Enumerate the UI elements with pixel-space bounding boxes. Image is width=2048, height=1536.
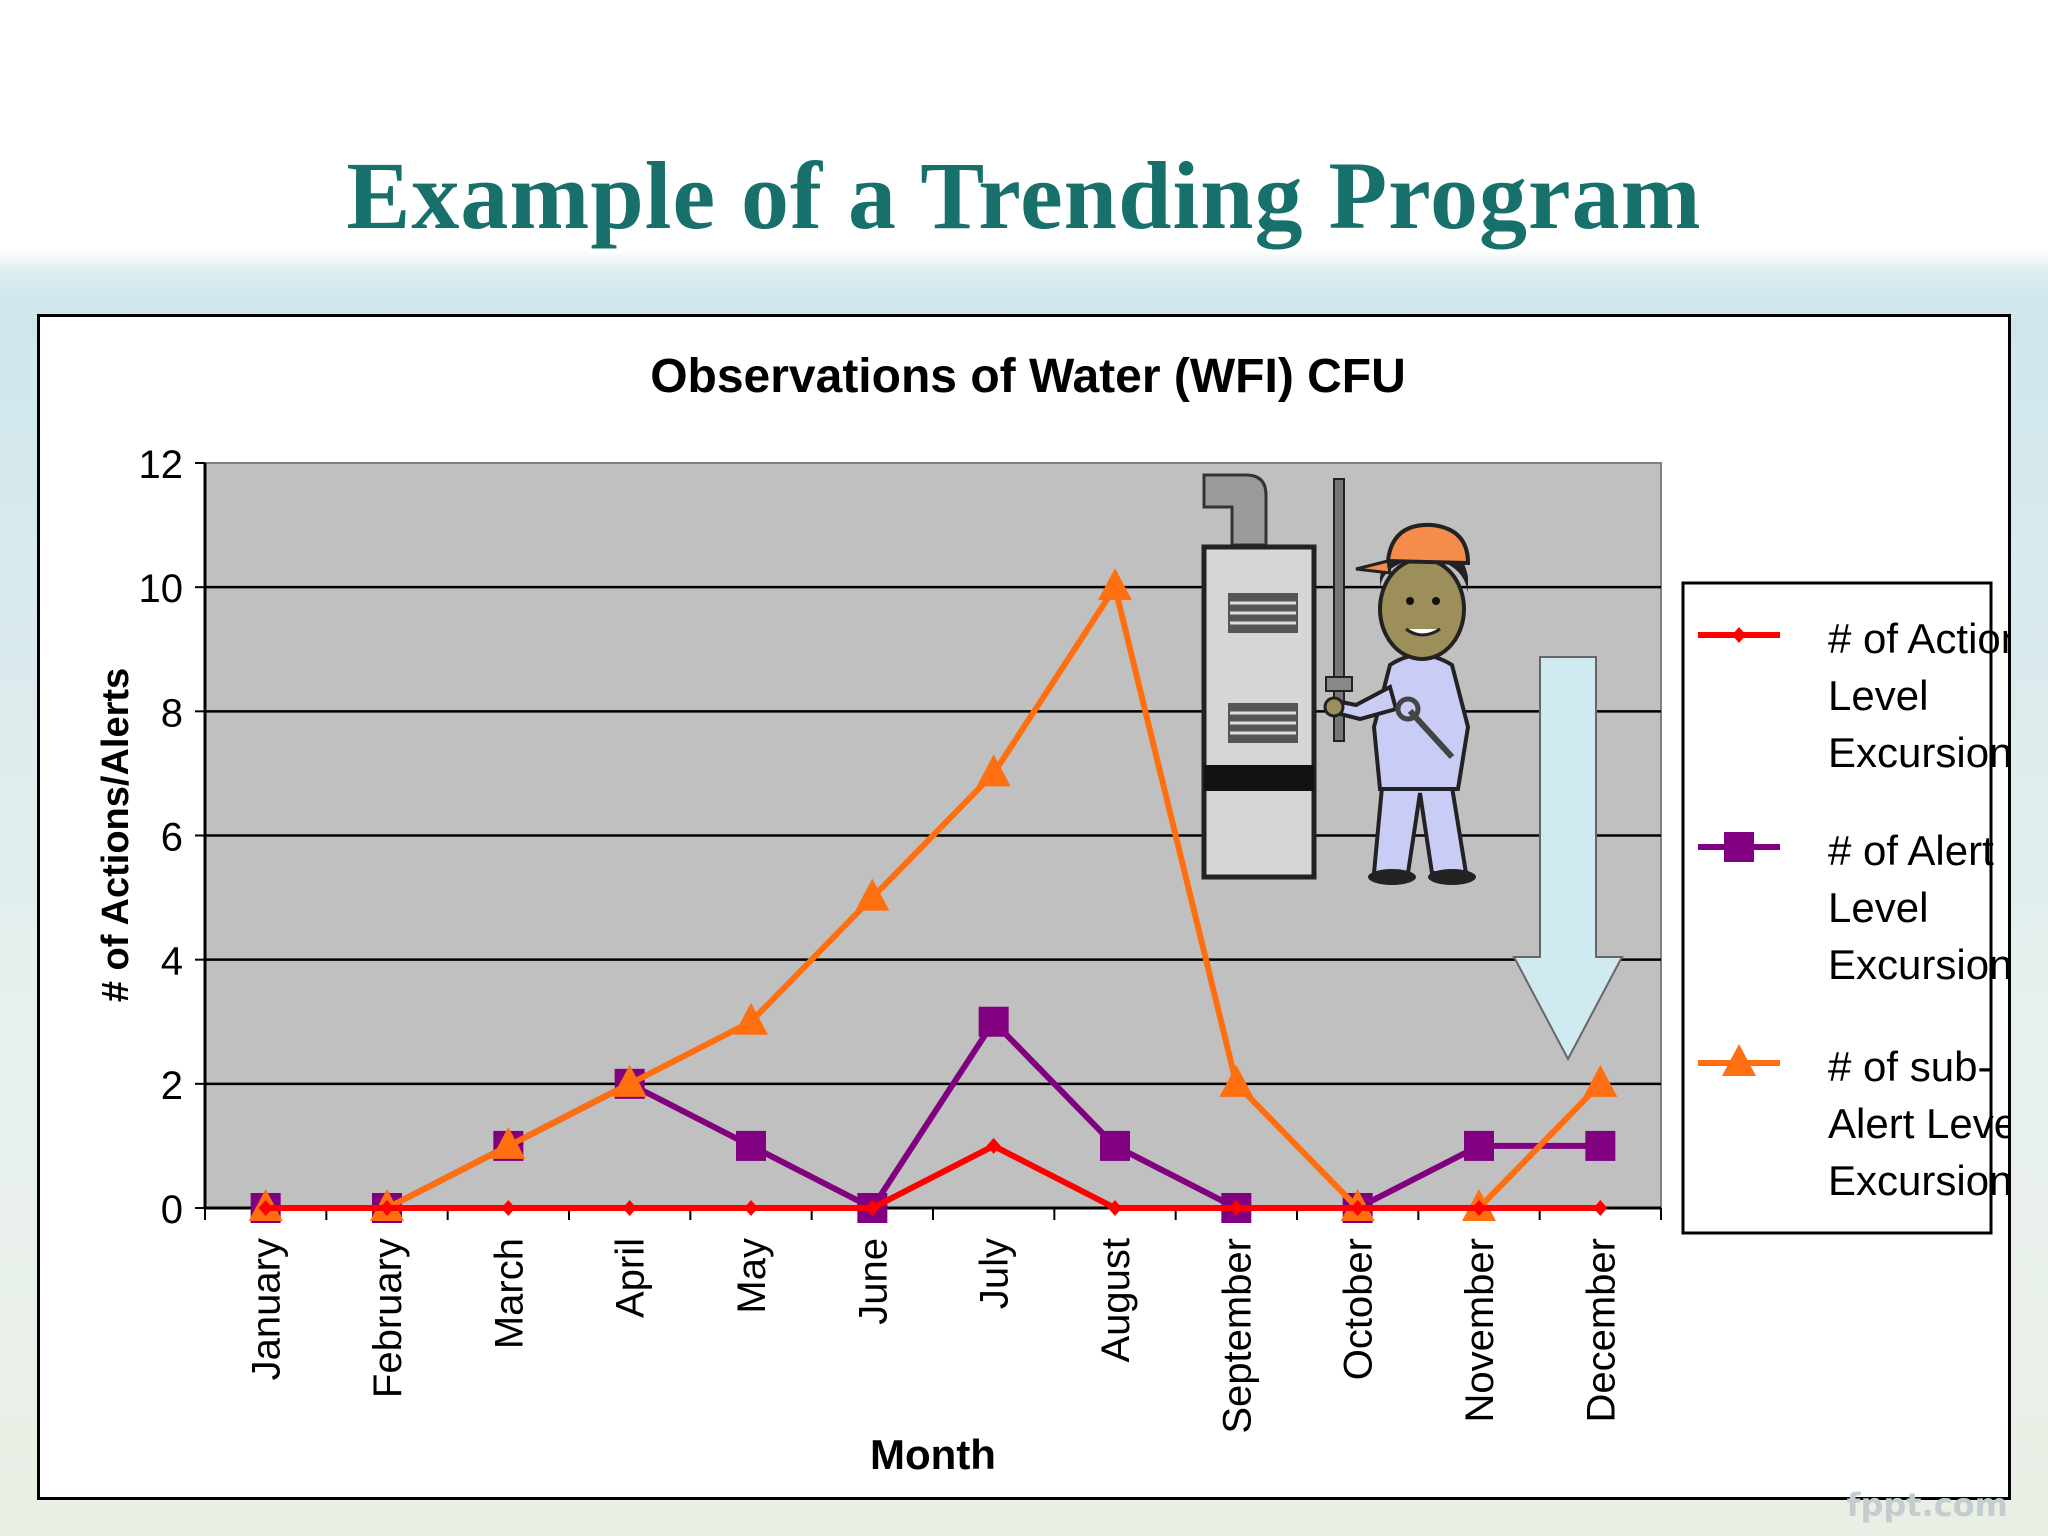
technician-furnace-clipart — [1201, 473, 1476, 885]
series-layer — [248, 568, 1618, 1223]
x-tick-labels: January February March April May June July Augu… — [245, 1238, 1624, 1434]
y-tick-label: 8 — [161, 691, 183, 735]
legend-item: # of Alert Level Excursions — [1698, 827, 2008, 988]
data-point-diamond — [1593, 1200, 1608, 1216]
data-point-diamond — [258, 1200, 273, 1216]
data-point-diamond — [501, 1200, 516, 1216]
line-chart: Observations of Water (WFI) CFU 0 2 4 6 8 10 1… — [95, 350, 2008, 1478]
data-point-diamond — [1350, 1200, 1365, 1216]
y-tick-label: 0 — [161, 1188, 183, 1232]
data-point-square — [1585, 1130, 1616, 1161]
trend-down-arrow — [1512, 656, 1624, 1062]
y-tick-label: 4 — [161, 940, 183, 984]
legend-label: Excursions — [1828, 1157, 2008, 1204]
slide-title: Example of a Trending Program — [346, 142, 1702, 249]
legend-label: Level — [1828, 672, 1928, 719]
x-tick-label: October — [1337, 1238, 1381, 1380]
data-point-triangle — [1098, 568, 1132, 601]
data-point-diamond — [1472, 1200, 1486, 1216]
data-point-triangle — [491, 1126, 526, 1159]
data-point-square — [736, 1130, 766, 1161]
y-tick-label: 2 — [161, 1064, 183, 1108]
data-point-diamond — [622, 1200, 637, 1216]
watermark: fppt.com — [1846, 1486, 2008, 1524]
x-tick-label: June — [851, 1238, 895, 1325]
legend: # of Action Level Excursions # of Alert Leve… — [1681, 581, 2008, 1235]
legend-label: # of Action — [1828, 615, 2008, 662]
legend-label: # of Alert — [1828, 827, 1994, 874]
y-axis-label: # of Actions/Alerts — [95, 668, 137, 1002]
data-point-triangle — [734, 1002, 768, 1035]
data-point-triangle — [976, 754, 1011, 787]
x-tick-label: March — [487, 1238, 531, 1349]
x-tick-label: August — [1094, 1238, 1138, 1363]
data-point-square — [1464, 1130, 1494, 1161]
series-line — [265, 1142, 1601, 1211]
series-diamond — [258, 1137, 1608, 1216]
chart-title: Observations of Water (WFI) CFU — [650, 350, 1406, 403]
data-point-square — [1100, 1130, 1130, 1161]
data-point-diamond — [1108, 1200, 1122, 1216]
legend-label: # of sub- — [1828, 1043, 1991, 1090]
legend-label: Excursions — [1828, 941, 2008, 988]
x-tick-label: February — [366, 1238, 410, 1398]
data-point-triangle — [855, 878, 890, 911]
legend-label: Excursions — [1828, 729, 2008, 776]
data-point-square — [1724, 832, 1754, 862]
x-tick-label: September — [1215, 1238, 1259, 1434]
legend-item: # of sub- Alert Level Excursions — [1698, 1043, 2008, 1204]
x-tick-label: November — [1458, 1238, 1502, 1423]
data-point-diamond — [1229, 1200, 1244, 1216]
data-point-diamond — [1732, 627, 1746, 643]
legend-item: # of Action Level Excursions — [1698, 615, 2008, 776]
y-tick-label: 6 — [161, 816, 183, 860]
x-axis-label: Month — [870, 1431, 996, 1478]
data-point-triangle — [1219, 1064, 1254, 1097]
data-point-diamond — [744, 1200, 758, 1216]
chart-frame: Observations of Water (WFI) CFU 0 2 4 6 8 10 1… — [37, 314, 2011, 1500]
x-tick-label: December — [1579, 1238, 1623, 1423]
legend-box — [1681, 581, 1993, 1235]
x-tick-label: May — [730, 1238, 774, 1314]
data-point-triangle — [1583, 1064, 1618, 1097]
legend-label: Alert Level — [1828, 1100, 2008, 1147]
data-point-triangle — [1722, 1044, 1756, 1076]
x-tick-label: January — [245, 1238, 289, 1380]
y-tick-labels: 0 2 4 6 8 10 12 — [139, 443, 184, 1232]
data-point-triangle — [612, 1064, 647, 1097]
data-point-diamond — [986, 1137, 1001, 1154]
y-tick-label: 10 — [139, 567, 184, 611]
data-point-diamond — [865, 1200, 880, 1216]
x-tick-label: July — [973, 1238, 1017, 1309]
data-point-square — [978, 1006, 1009, 1037]
data-point-diamond — [380, 1200, 394, 1216]
x-tick-label: April — [609, 1238, 653, 1318]
legend-label: Level — [1828, 884, 1928, 931]
y-tick-label: 12 — [139, 443, 184, 487]
